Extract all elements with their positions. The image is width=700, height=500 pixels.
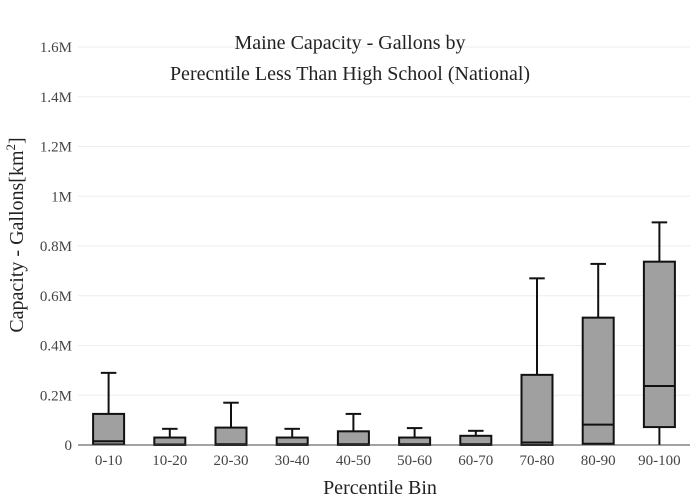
y-tick-label: 1M [51, 189, 72, 205]
x-tick-label: 50-60 [397, 453, 432, 469]
y-tick-label: 0 [65, 438, 73, 454]
chart-title-line-1: Maine Capacity - Gallons by [234, 32, 465, 54]
iqr-box [642, 260, 676, 429]
x-tick-labels: 0-10 10-20 20-30 30-40 40-50 50-60 60-70 70-80 8… [95, 453, 681, 469]
x-tick-label: 0-10 [95, 453, 123, 469]
y-tick-label: 1.2M [40, 140, 72, 156]
iqr-box [581, 316, 615, 445]
y-axis-title-main: Capacity - Gallons [6, 183, 28, 333]
y-tick-label: 0.8M [40, 239, 72, 255]
box-50-60 [398, 427, 432, 447]
x-tick-label: 10-20 [152, 453, 187, 469]
x-tick-label: 70-80 [520, 453, 555, 469]
box-20-30 [214, 401, 248, 446]
box-series [92, 221, 676, 447]
gridlines [78, 46, 690, 396]
iqr-box [336, 430, 370, 447]
box-60-70 [459, 429, 493, 447]
y-tick-label: 0.4M [40, 339, 72, 355]
y-tick-label: 1.4M [40, 90, 72, 106]
y-axis-unit-close: ] [6, 137, 28, 144]
x-tick-label: 30-40 [275, 453, 310, 469]
iqr-box [92, 412, 126, 446]
box-40-50 [336, 412, 370, 447]
x-tick-label: 40-50 [336, 453, 371, 469]
box-30-40 [275, 427, 309, 447]
iqr-box [214, 426, 248, 446]
box-70-80 [520, 277, 554, 447]
x-tick-label: 90-100 [638, 453, 681, 469]
iqr-box [520, 373, 554, 447]
x-tick-label: 20-30 [214, 453, 249, 469]
box-0-10 [92, 371, 126, 446]
box-80-90 [581, 262, 615, 445]
y-axis-unit: [km [6, 150, 28, 183]
x-tick-label: 80-90 [581, 453, 616, 469]
x-tick-label: 60-70 [458, 453, 493, 469]
y-tick-label: 1.6M [40, 40, 72, 56]
box-90-100 [642, 221, 676, 445]
box-10-20 [153, 427, 187, 447]
y-tick-labels: 0 0.2M 0.4M 0.6M 0.8M 1M 1.2M 1.4M 1.6M [40, 40, 72, 454]
y-tick-label: 0.2M [40, 388, 72, 404]
y-axis-title: Capacity - Gallons[km2] [3, 137, 28, 332]
y-axis-unit-superscript: 2 [3, 144, 18, 151]
x-axis-title: Percentile Bin [323, 477, 437, 499]
y-tick-label: 0.6M [40, 289, 72, 305]
chart-title-line-2: Perecntile Less Than High School (Nation… [170, 63, 530, 85]
